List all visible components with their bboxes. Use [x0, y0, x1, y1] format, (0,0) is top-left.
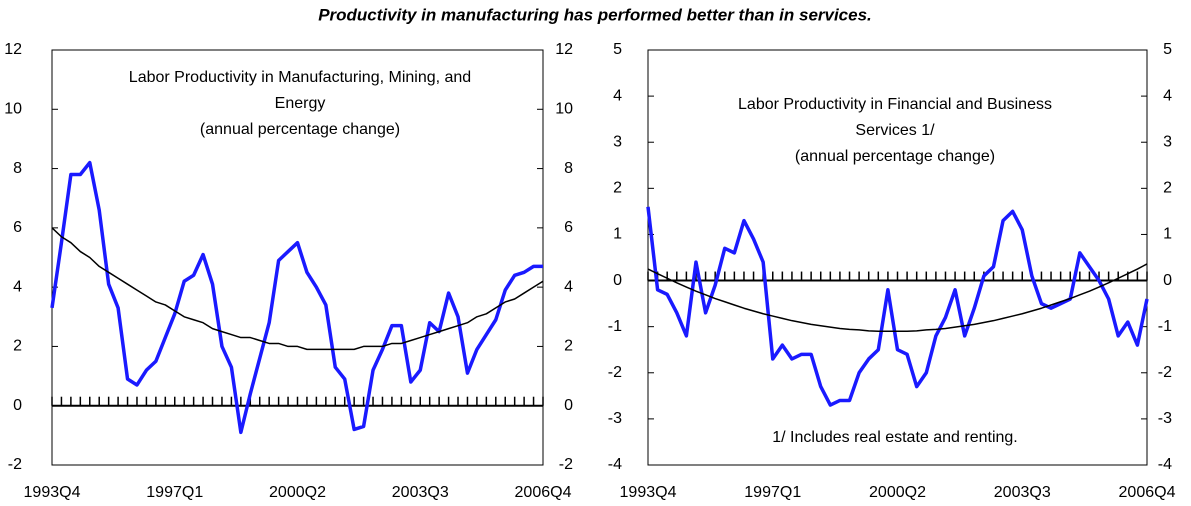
plot-frame [51, 49, 544, 466]
data-line [647, 263, 1148, 333]
data-line [646, 206, 1149, 407]
y-tick-label: -1 [608, 318, 622, 335]
plot-frame [647, 49, 1148, 466]
x-tick-label: 2003Q3 [392, 484, 449, 501]
y-tick-label: 2 [13, 338, 22, 355]
y2-tick-label: 4 [564, 278, 573, 295]
y-tick-label: 2 [613, 180, 622, 197]
x-tick-label: 2000Q2 [869, 484, 926, 501]
y2-tick-label: 0 [564, 397, 573, 414]
y2-tick-label: -3 [1158, 410, 1172, 427]
y-tick-label: 4 [13, 278, 22, 295]
x-tick-label: 2006Q4 [1119, 484, 1176, 501]
x-tick-label: 1993Q4 [620, 484, 677, 501]
y2-tick-label: 5 [1163, 41, 1172, 58]
y2-tick-label: 8 [564, 160, 573, 177]
annotation: 1/ Includes real estate and renting. [772, 429, 1018, 446]
y-tick-label: -2 [8, 456, 22, 473]
y-tick-label: 12 [4, 41, 22, 58]
y2-tick-label: 2 [564, 338, 573, 355]
y2-tick-label: 4 [1163, 87, 1172, 104]
x-tick-label: 1997Q1 [744, 484, 801, 501]
page-title: Productivity in manufacturing has perfor… [318, 5, 872, 24]
y-tick-label: -3 [608, 410, 622, 427]
panel-title: Energy [275, 95, 326, 112]
panel-title: (annual percentage change) [200, 121, 400, 138]
y-tick-label: 3 [613, 133, 622, 150]
y2-tick-label: 6 [564, 219, 573, 236]
y2-tick-label: -1 [1158, 318, 1172, 335]
y-tick-label: 6 [13, 219, 22, 236]
y-tick-label: 4 [613, 87, 622, 104]
x-tick-label: 1997Q1 [146, 484, 203, 501]
y-tick-label: -4 [608, 456, 622, 473]
y-tick-label: 5 [613, 41, 622, 58]
y2-tick-label: -2 [1158, 364, 1172, 381]
panel-title: (annual percentage change) [795, 148, 995, 165]
y2-tick-label: -2 [559, 456, 573, 473]
y2-tick-label: -4 [1158, 456, 1172, 473]
y2-tick-label: 12 [555, 41, 573, 58]
y2-tick-label: 1 [1163, 226, 1172, 243]
x-tick-label: 1993Q4 [24, 484, 81, 501]
x-tick-label: 2006Q4 [515, 484, 572, 501]
y-tick-label: -2 [608, 364, 622, 381]
data-line [50, 160, 543, 435]
y-tick-label: 0 [13, 397, 22, 414]
y2-tick-label: 10 [555, 101, 573, 118]
y-tick-label: 0 [613, 272, 622, 289]
panel-title: Services 1/ [855, 122, 935, 139]
panel-title: Labor Productivity in Financial and Busi… [738, 96, 1052, 113]
y2-tick-label: 3 [1163, 133, 1172, 150]
x-tick-label: 2003Q3 [994, 484, 1051, 501]
y-tick-label: 8 [13, 160, 22, 177]
panel-title: Labor Productivity in Manufacturing, Min… [129, 69, 471, 86]
y-tick-label: 1 [613, 226, 622, 243]
y-tick-label: 10 [4, 101, 22, 118]
data-line [51, 227, 544, 351]
y2-tick-label: 2 [1163, 180, 1172, 197]
y2-tick-label: 0 [1163, 272, 1172, 289]
x-tick-label: 2000Q2 [269, 484, 326, 501]
